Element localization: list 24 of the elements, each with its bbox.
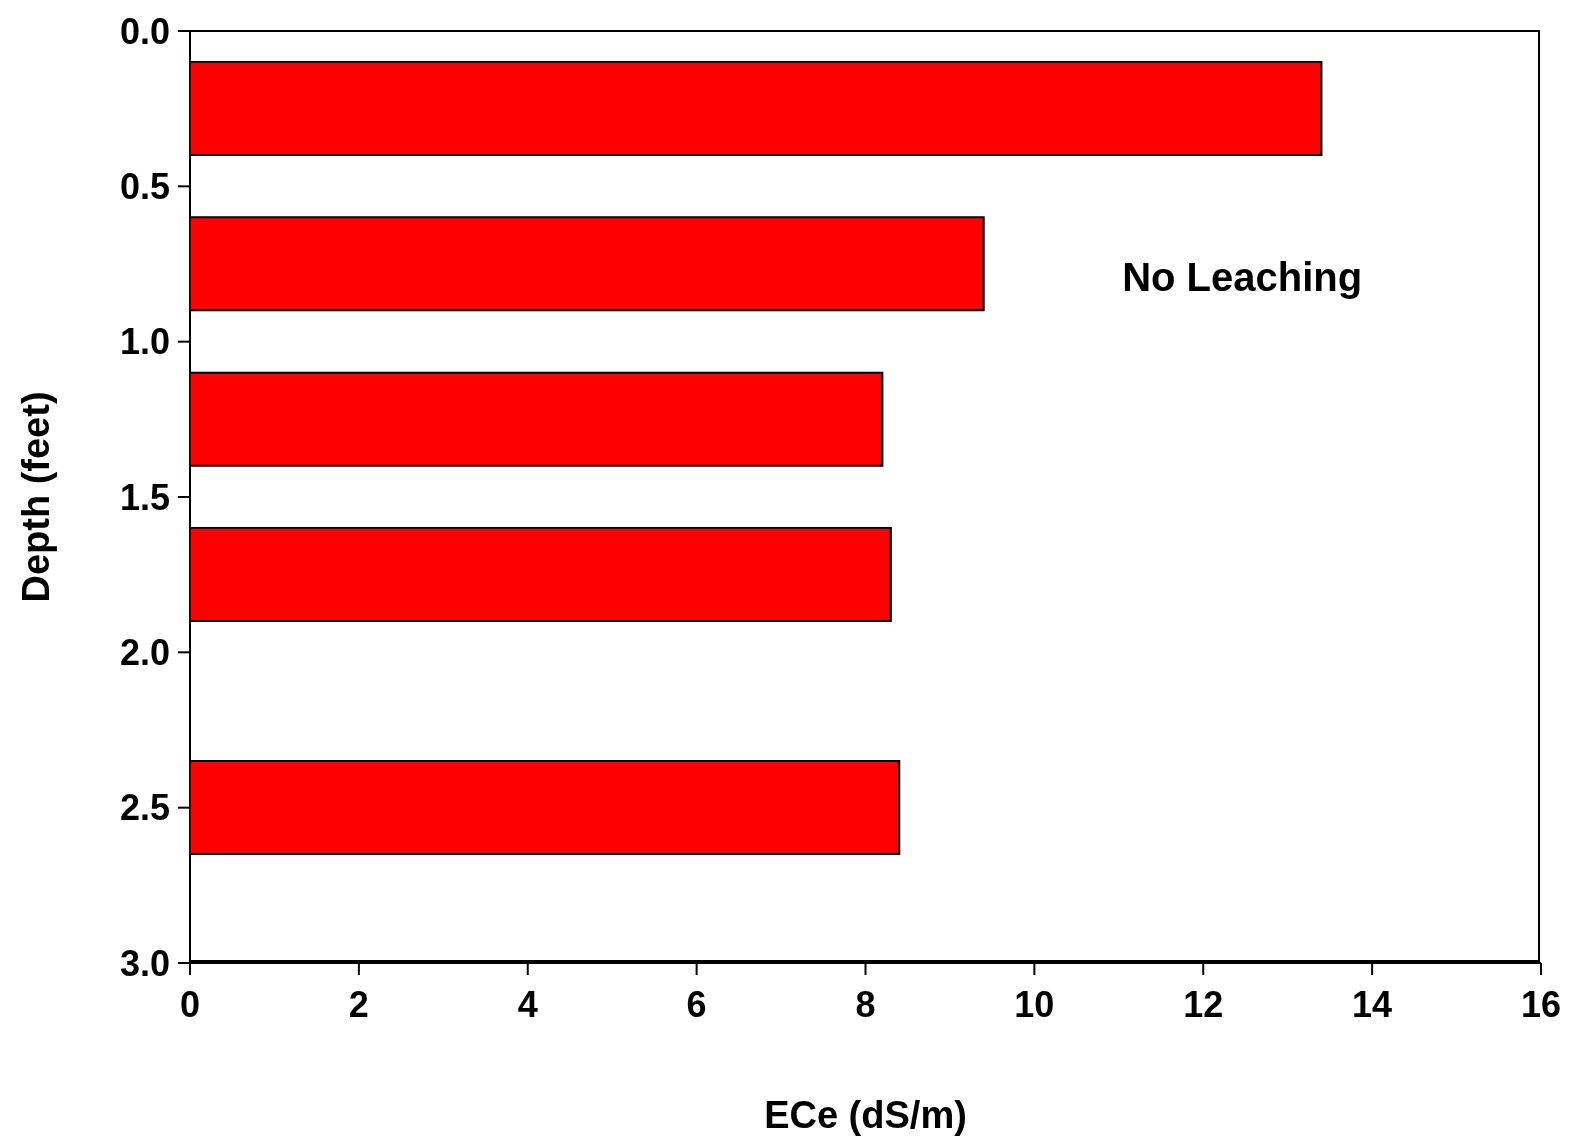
x-tick-label: 16: [1520, 983, 1562, 1025]
bar: [190, 371, 884, 467]
y-tick-label: 0.5: [119, 166, 170, 208]
x-tick-label: 14: [1352, 983, 1393, 1025]
y-tick-label: 1.0: [119, 321, 170, 363]
x-tick-label: 0: [179, 983, 201, 1025]
x-tick-label: 12: [1183, 983, 1224, 1025]
y-tick-label: 2.5: [119, 787, 170, 829]
x-tick-label: 6: [686, 983, 707, 1025]
y-tick-label: 3.0: [119, 942, 170, 984]
annotation: No Leaching: [1122, 254, 1363, 300]
x-tick-label: 10: [1014, 983, 1055, 1025]
bar: [190, 216, 985, 312]
x-tick-label: 2: [348, 983, 369, 1025]
bar: [190, 527, 892, 622]
y-axis-title: Depth (feet): [15, 391, 58, 603]
y-tick-label: 1.5: [119, 476, 170, 518]
bar: [190, 760, 901, 855]
x-tick-label: 4: [517, 983, 538, 1025]
y-tick-label: 2.0: [119, 632, 170, 674]
y-tick-label: 0.0: [119, 10, 170, 52]
x-axis-title: ECe (dS/m): [764, 1094, 967, 1136]
bar: [190, 61, 1323, 156]
x-tick-label: 8: [855, 983, 876, 1025]
